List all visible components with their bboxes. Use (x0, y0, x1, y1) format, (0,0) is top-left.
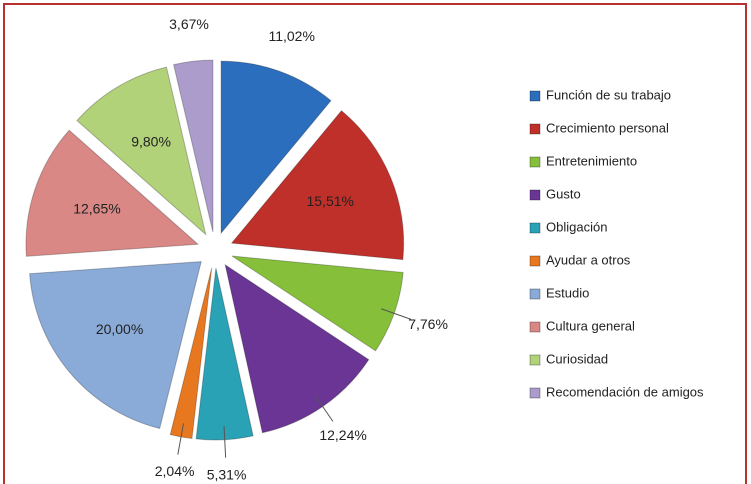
legend-swatch (529, 90, 541, 102)
data-label: 12,65% (73, 201, 120, 217)
legend-swatch (529, 288, 541, 300)
pie-slice (29, 261, 202, 430)
legend-swatch (529, 189, 541, 201)
leader-line (314, 394, 334, 422)
data-label: 2,04% (155, 463, 195, 479)
pie-slice (173, 59, 214, 233)
data-label: 7,76% (408, 316, 448, 332)
data-label: 3,67% (169, 16, 209, 32)
legend-label: Gusto (546, 186, 581, 201)
data-label: 5,31% (207, 466, 247, 482)
legend-swatch (529, 387, 541, 399)
legend-label: Estudio (546, 285, 589, 300)
legend-label: Cultura general (546, 318, 635, 333)
legend-label: Obligación (546, 219, 607, 234)
legend-label: Función de su trabajo (546, 87, 671, 102)
legend-swatch (529, 354, 541, 366)
pie-slice (230, 110, 405, 261)
data-label: 20,00% (96, 321, 143, 337)
leader-line (223, 425, 227, 458)
legend-swatch (529, 123, 541, 135)
data-label: 9,80% (131, 134, 171, 150)
data-label: 11,02% (268, 28, 314, 44)
legend-label: Curiosidad (546, 351, 608, 366)
legend-label: Ayudar a otros (546, 252, 631, 267)
data-label: 15,51% (306, 193, 353, 209)
legend-swatch (529, 156, 541, 168)
legend-swatch (529, 255, 541, 267)
pie-slice (76, 66, 207, 236)
legend-label: Recomendación de amigos (546, 384, 704, 399)
legend-label: Entretenimiento (546, 153, 637, 168)
legend-label: Crecimiento personal (546, 120, 669, 135)
pie-slice (220, 60, 332, 235)
leader-line (177, 423, 184, 455)
data-label: 12,24% (319, 427, 366, 443)
pie-slice (25, 129, 200, 257)
leader-line (380, 308, 412, 320)
legend-swatch (529, 222, 541, 234)
legend-swatch (529, 321, 541, 333)
